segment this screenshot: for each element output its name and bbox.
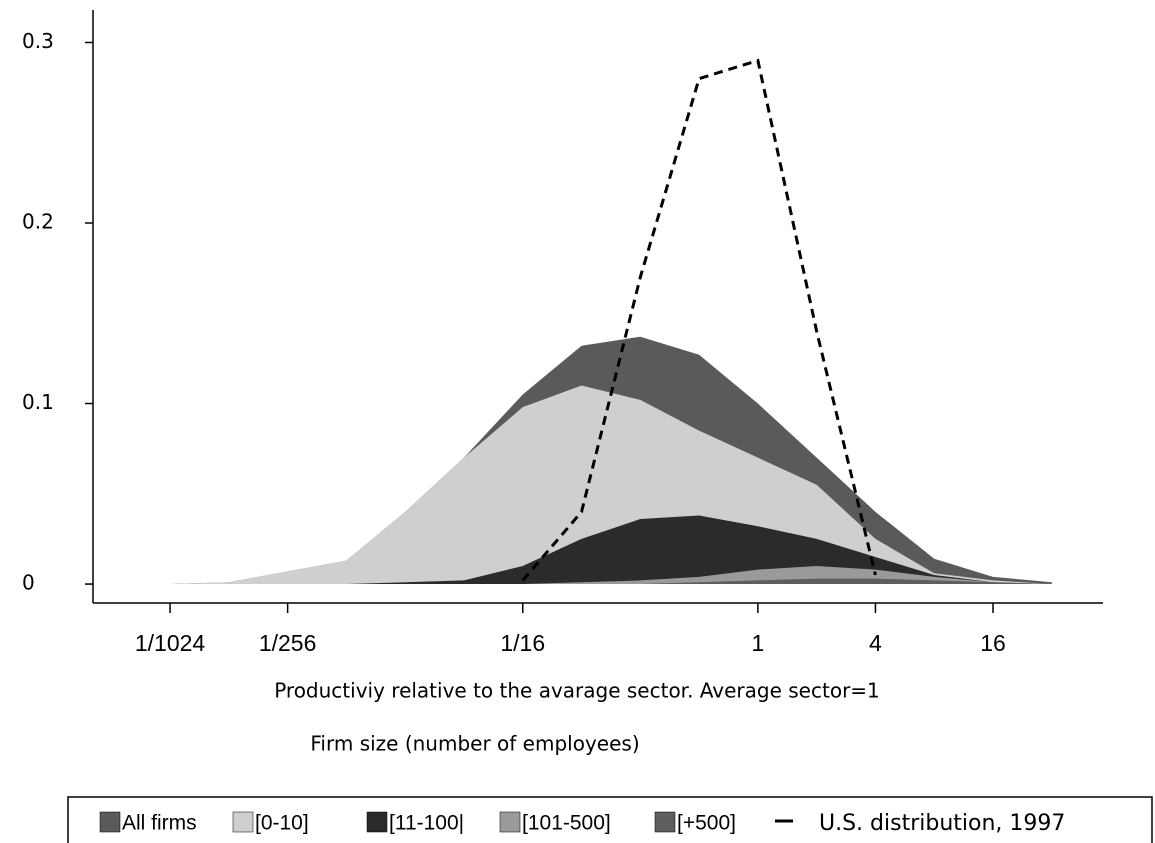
y-tick-label: 0	[22, 571, 35, 595]
x-tick-label: 16	[980, 630, 1006, 656]
legend-label: [+500]	[677, 812, 736, 835]
legend-label: [0-10]	[255, 812, 309, 835]
legend-swatch	[366, 811, 388, 833]
x-tick-label: 1	[751, 630, 764, 656]
x-tick-label: 1/16	[500, 630, 545, 656]
x-tick-label: 4	[869, 630, 882, 656]
subtitle: Firm size (number of employees)	[310, 732, 639, 756]
x-tick-label: 1/256	[259, 630, 317, 656]
line	[521, 58, 877, 582]
y-tick-label: 0.2	[22, 210, 54, 234]
area	[170, 578, 1052, 585]
legend-swatch	[232, 811, 254, 833]
legend-swatch	[654, 811, 676, 833]
x-tick-label: 1/1024	[135, 630, 206, 656]
y-tick-label: 0.1	[22, 390, 54, 414]
x-axis-label: Productiviy relative to the avarage sect…	[274, 679, 880, 703]
legend-label: [101-500]	[522, 812, 611, 835]
legend-swatch	[499, 811, 521, 833]
area	[170, 385, 1052, 585]
legend-label: [11-100|	[389, 812, 464, 835]
legend-box	[67, 796, 1153, 843]
y-tick-label: 0.3	[22, 29, 54, 53]
legend-swatch	[99, 811, 121, 833]
legend-label: U.S. distribution, 1997	[819, 811, 1065, 836]
legend-label: All firms	[122, 812, 197, 835]
